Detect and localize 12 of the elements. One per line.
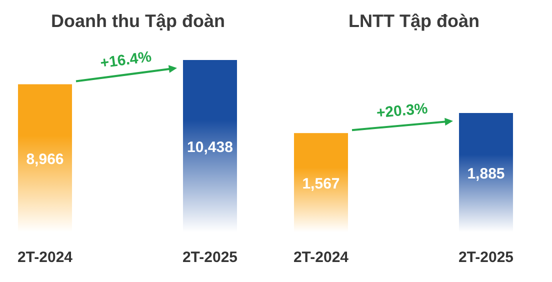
data-label: 10,438 <box>187 139 233 156</box>
data-label: 1,885 <box>467 166 505 182</box>
x-tick-label: 2T-2024 <box>17 249 74 266</box>
chart-title: LNTT Tập đoàn <box>348 11 480 31</box>
x-tick-label: 2T-2025 <box>458 249 514 266</box>
annotation: +20.3% <box>376 100 428 122</box>
x-tick-label: 2T-2024 <box>293 249 350 266</box>
data-label: 8,966 <box>26 151 64 168</box>
data-label: 1,567 <box>302 176 340 193</box>
x-tick-label: 2T-2025 <box>182 249 238 266</box>
annotation: +16.4% <box>99 48 152 72</box>
chart-title: Doanh thu Tập đoàn <box>51 11 225 31</box>
